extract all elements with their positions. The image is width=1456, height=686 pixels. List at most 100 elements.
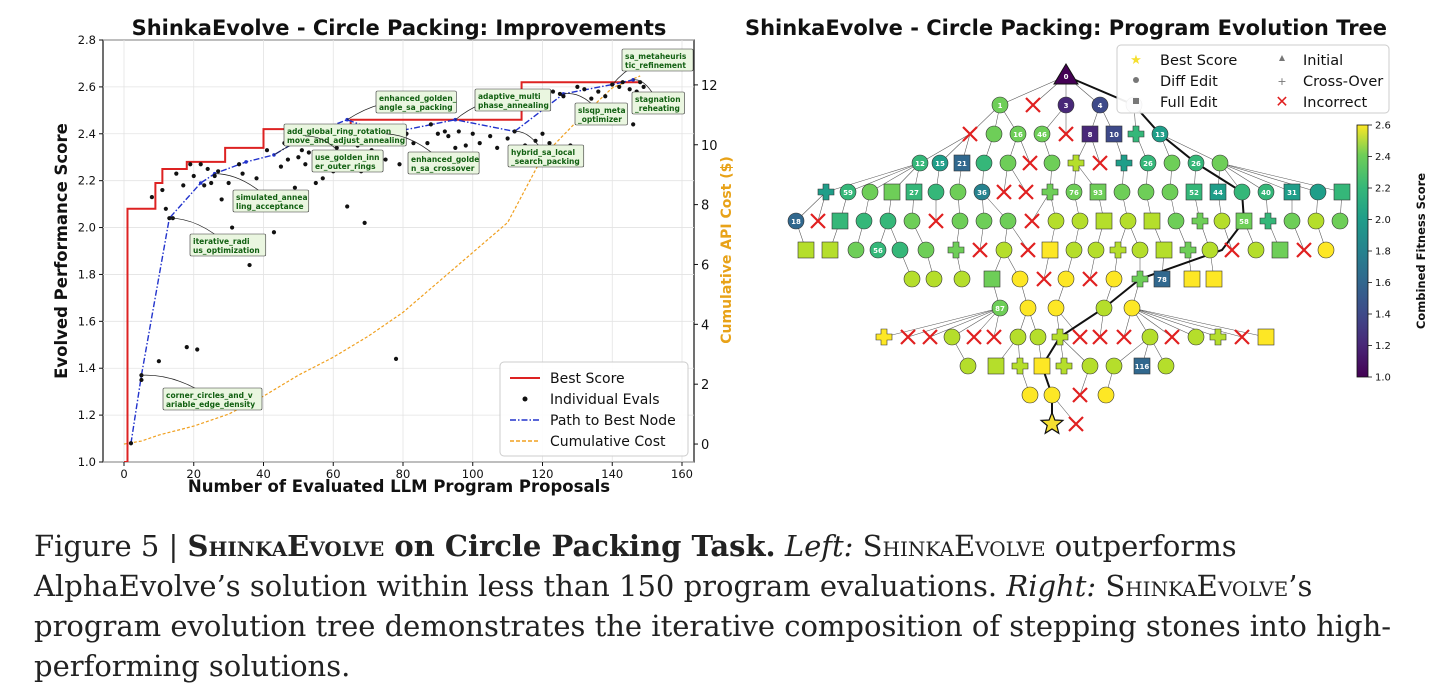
eval-point (470, 131, 475, 136)
y2-tick-label: 10 (701, 139, 718, 154)
diff-edit-node (925, 270, 943, 288)
incorrect-icon (972, 242, 988, 258)
full-edit-node (1235, 212, 1253, 230)
colorbar-tick-label: 1.2 (1375, 341, 1391, 352)
tree-legend-box (1116, 44, 1390, 114)
full-edit-node (1271, 241, 1289, 259)
node-label: 12 (915, 160, 925, 168)
eval-point (505, 136, 510, 141)
figure-caption: Figure 5 | ShinkaEvolve on Circle Packin… (34, 526, 1444, 686)
legend-diff-edit: Diff Edit (1160, 74, 1218, 90)
diff-edit-node (869, 241, 887, 259)
node-label: 27 (909, 189, 919, 197)
tree-edge (999, 75, 1067, 106)
eval-point (139, 377, 144, 383)
diff-edit-node (1043, 386, 1061, 404)
eval-point (254, 176, 259, 181)
incorrect-icon (1020, 242, 1036, 258)
y2-tick-label: 4 (701, 318, 709, 333)
incorrect-icon (1234, 329, 1250, 345)
x-tick-label: 20 (186, 467, 201, 481)
diff-edit-node (1047, 299, 1065, 317)
best-score-star-icon (1039, 410, 1065, 435)
eval-point (453, 145, 458, 150)
diff-edit-node (1065, 183, 1083, 201)
annotation-box (474, 88, 552, 112)
cross-over-node (1051, 328, 1069, 346)
full-edit-node (1105, 125, 1123, 143)
eval-point (296, 155, 301, 160)
incorrect-icon (1058, 126, 1074, 142)
diff-edit-node (973, 183, 991, 201)
eval-point (303, 162, 308, 167)
improvements-chart: ShinkaEvolve - Circle Packing: Improveme… (52, 16, 735, 496)
tree-edge (929, 307, 1001, 338)
node-label: 116 (1135, 363, 1150, 371)
node-label: 18 (791, 218, 801, 226)
annotation-text: simulated_annea (236, 193, 308, 202)
eval-point (181, 183, 186, 188)
diff-edit-node (1113, 183, 1131, 201)
eval-point (230, 225, 235, 230)
node-label: 44 (1213, 189, 1223, 197)
incorrect-icon (1036, 271, 1052, 287)
y-tick-label: 2.0 (78, 221, 96, 235)
annotation-text: sa_metaheuris (625, 52, 687, 61)
annotation-text: er_outer_rings (315, 162, 376, 171)
diff-edit-node (959, 357, 977, 375)
y-axis-ticks: 1.0 1.2 1.4 1.6 1.8 2.0 2.2 2.4 2.6 2.8 (78, 33, 103, 469)
colorbar-tick-label: 2.6 (1375, 121, 1391, 132)
incorrect-icon (1092, 329, 1108, 345)
y-tick-label: 2.6 (78, 80, 96, 94)
diff-edit-node (1139, 154, 1157, 172)
diff-edit-node (1309, 183, 1327, 201)
eval-point (575, 84, 580, 89)
node-label: 0 (1064, 73, 1069, 81)
full-edit-node (1033, 357, 1051, 375)
full-edit-node (1283, 183, 1301, 201)
diff-edit-node (1033, 125, 1051, 143)
eval-point (428, 122, 433, 127)
eval-point (383, 157, 388, 162)
incorrect-icon (986, 329, 1002, 345)
node-label: 21 (957, 160, 967, 168)
annotation-text: slsqp_meta (578, 106, 626, 115)
colorbar-gradient (1356, 124, 1369, 378)
y-tick-label: 1.2 (78, 408, 96, 422)
node-label: 8 (1088, 131, 1093, 139)
diff-edit-node (1009, 125, 1027, 143)
y2-axis-label: Cumulative API Cost ($) (719, 156, 735, 344)
diff-edit-icon (1133, 77, 1139, 83)
node-label: 36 (977, 189, 987, 197)
full-edit-node (1041, 241, 1059, 259)
x-tick-label: 140 (601, 467, 623, 481)
cross-over-node (1127, 125, 1145, 143)
diff-edit-node (1163, 154, 1181, 172)
diff-edit-node (1131, 241, 1149, 259)
annotation-text: tic_refinement (625, 61, 686, 70)
eval-point (596, 89, 601, 94)
full-edit-node (1185, 183, 1203, 201)
incorrect-icon (966, 329, 982, 345)
tree-edge (1131, 307, 1219, 338)
eval-point (603, 94, 608, 99)
eval-point (488, 134, 493, 139)
diff-edit-node (839, 183, 857, 201)
diff-edit-node (917, 241, 935, 259)
eval-point (264, 148, 270, 153)
colorbar-label: Combined Fitness Score (1414, 173, 1428, 329)
annotation-box (162, 387, 263, 411)
incorrect-icon (1025, 97, 1041, 113)
eval-point (271, 230, 277, 235)
colorbar-tick-label: 2.4 (1375, 152, 1391, 163)
x-tick-label: 80 (396, 467, 411, 481)
path-point (198, 181, 203, 185)
annotation-box (283, 123, 407, 147)
eval-point (362, 220, 367, 225)
node-label: 76 (1069, 189, 1079, 197)
eval-point (247, 262, 252, 268)
diff-edit-node (1283, 212, 1301, 230)
eval-point (240, 171, 245, 176)
eval-point (188, 162, 193, 167)
